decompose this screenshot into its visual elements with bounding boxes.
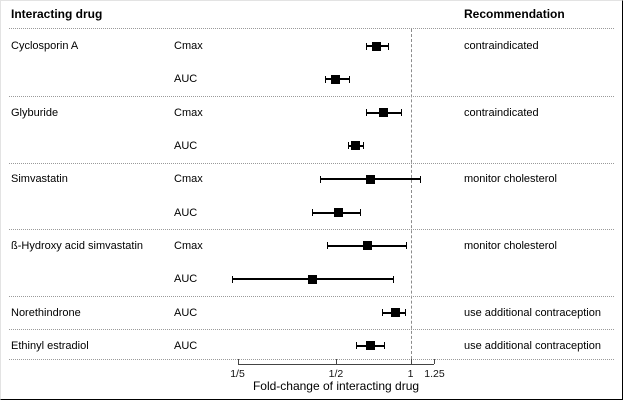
point-marker bbox=[366, 341, 376, 351]
ci-cap-high bbox=[384, 342, 386, 350]
x-axis-tick bbox=[335, 358, 337, 364]
ci-cap-high bbox=[419, 175, 421, 183]
point-marker bbox=[307, 274, 317, 284]
param-label: Cmax bbox=[174, 40, 203, 52]
ci-cap-high bbox=[349, 75, 351, 83]
ci-cap-low bbox=[231, 275, 233, 283]
ci-cap-high bbox=[363, 142, 365, 150]
column-header-recommendation: Recommendation bbox=[464, 7, 565, 21]
ci-cap-high bbox=[406, 242, 408, 250]
group-separator bbox=[9, 96, 614, 97]
point-marker bbox=[366, 174, 376, 184]
reference-line bbox=[411, 29, 412, 364]
param-label: Cmax bbox=[174, 173, 203, 186]
x-axis-tick-label: 1/2 bbox=[328, 367, 344, 380]
ci-cap-low bbox=[382, 309, 384, 317]
ci-cap-low bbox=[365, 42, 367, 50]
drug-label: Norethindrone bbox=[11, 306, 81, 319]
ci-cap-low bbox=[355, 342, 357, 350]
drug-label: Cyclosporin A bbox=[11, 40, 79, 52]
drug-label: Simvastatin bbox=[11, 173, 68, 186]
x-axis-tick-label: 1/5 bbox=[230, 367, 245, 380]
param-label: Cmax bbox=[174, 106, 203, 119]
ci-cap-low bbox=[324, 75, 326, 83]
recommendation-label: contraindicated bbox=[464, 106, 539, 119]
x-axis-tick-label: 1.25 bbox=[424, 367, 445, 380]
group-separator bbox=[9, 296, 614, 297]
param-label: AUC bbox=[174, 206, 198, 219]
point-marker bbox=[362, 241, 372, 251]
x-axis-title: Fold-change of interacting drug bbox=[252, 379, 420, 393]
group-separator bbox=[9, 229, 614, 230]
x-axis-tick bbox=[237, 358, 239, 364]
param-label: AUC bbox=[174, 139, 198, 152]
column-header-interacting-drug: Interacting drug bbox=[11, 7, 103, 21]
recommendation-label: monitor cholesterol bbox=[464, 173, 557, 186]
ci-cap-low bbox=[327, 242, 329, 250]
drug-label: ß-Hydroxy acid simvastatin bbox=[11, 239, 144, 252]
ci-cap-low bbox=[319, 175, 321, 183]
recommendation-label: use additional contraception bbox=[464, 339, 601, 352]
param-label: AUC bbox=[174, 273, 198, 286]
ci-cap-low bbox=[312, 209, 313, 217]
param-label: Cmax bbox=[174, 239, 203, 252]
header-separator bbox=[9, 28, 614, 29]
group-separator bbox=[9, 329, 614, 330]
param-label: AUC bbox=[174, 306, 198, 319]
param-label: AUC bbox=[174, 73, 198, 86]
drug-label: Ethinyl estradiol bbox=[11, 339, 89, 352]
ci-cap-high bbox=[393, 275, 395, 283]
point-marker bbox=[372, 41, 382, 51]
point-marker bbox=[333, 208, 343, 218]
point-marker bbox=[331, 74, 341, 84]
ci-cap-high bbox=[400, 109, 402, 117]
recommendation-label: monitor cholesterol bbox=[464, 239, 557, 252]
x-axis-tick bbox=[434, 358, 436, 364]
recommendation-label: use additional contraception bbox=[464, 306, 601, 319]
ci-cap-low bbox=[365, 109, 367, 117]
bottom-separator bbox=[9, 359, 614, 360]
x-axis-line bbox=[237, 363, 435, 365]
ci-cap-high bbox=[405, 309, 407, 317]
point-marker bbox=[379, 108, 389, 118]
group-separator bbox=[9, 163, 614, 164]
x-axis-tick-label: 1 bbox=[407, 367, 414, 380]
ci-cap-low bbox=[348, 142, 350, 150]
recommendation-label: contraindicated bbox=[464, 40, 539, 52]
ci-cap-high bbox=[388, 42, 390, 50]
x-axis-tick bbox=[410, 358, 412, 364]
point-marker bbox=[391, 308, 401, 318]
drug-label: Glyburide bbox=[11, 106, 59, 119]
param-label: AUC bbox=[174, 339, 198, 352]
point-marker bbox=[351, 141, 361, 151]
ci-cap-high bbox=[359, 209, 361, 217]
